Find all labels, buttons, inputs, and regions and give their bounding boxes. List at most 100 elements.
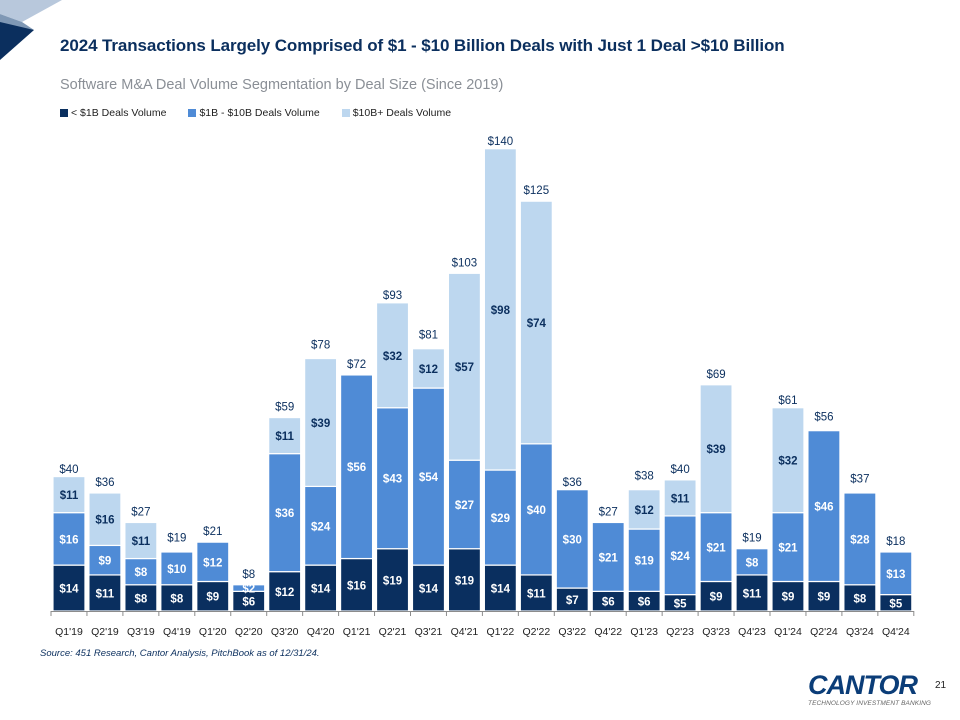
segment-value-label: $2	[242, 584, 255, 596]
bar-segment-1	[483, 469, 517, 566]
segment-value-label: $9	[782, 592, 795, 604]
bar-total-label: $27	[599, 506, 618, 518]
bar-segment-0	[268, 571, 302, 612]
segment-value-label: $24	[671, 551, 691, 563]
bar-total-label: $140	[488, 136, 514, 148]
segment-value-label: $27	[455, 500, 474, 512]
x-tick-label: Q3'23	[702, 626, 730, 638]
x-tick-label: Q2'20	[235, 626, 263, 638]
segment-value-label: $11	[96, 588, 115, 600]
bar-segment-1	[232, 584, 266, 592]
chart-legend: < $1B Deals Volume $1B - $10B Deals Volu…	[60, 107, 451, 119]
bar-segment-0	[124, 584, 158, 612]
x-tick-label: Q3'21	[415, 626, 443, 638]
segment-value-label: $14	[491, 584, 511, 596]
segment-value-label: $8	[853, 593, 866, 605]
segment-value-label: $6	[638, 597, 651, 609]
segment-value-label: $11	[275, 431, 294, 443]
segment-value-label: $28	[850, 534, 870, 546]
segment-value-label: $10	[167, 564, 186, 576]
segment-value-label: $16	[59, 534, 78, 546]
bar-segment-2	[771, 407, 805, 514]
bar-segment-2	[268, 416, 302, 455]
segment-value-label: $11	[60, 490, 79, 502]
x-tick-label: Q4'19	[163, 626, 191, 638]
segment-value-label: $36	[275, 508, 294, 520]
bar-segment-0	[483, 564, 517, 612]
bar-segment-2	[483, 148, 517, 471]
bar-total-label: $78	[311, 339, 330, 351]
segment-value-label: $40	[527, 505, 546, 517]
corner-decoration	[0, 0, 62, 60]
segment-value-label: $8	[746, 557, 759, 569]
segment-value-label: $21	[706, 543, 726, 555]
bar-total-label: $27	[131, 506, 150, 518]
bar-segment-1	[411, 387, 446, 566]
segment-value-label: $13	[886, 569, 905, 581]
bar-total-label: $40	[671, 464, 690, 476]
x-tick-label: Q4'21	[451, 626, 479, 638]
corner-light-shape	[0, 0, 62, 22]
cantor-logo: CANTOR TECHNOLOGY INVESTMENT BANKING	[808, 672, 931, 708]
bar-segment-1	[555, 489, 589, 589]
legend-swatch-mid-deals	[188, 109, 197, 117]
bar-segment-0	[304, 564, 338, 612]
segment-value-label: $6	[602, 597, 615, 609]
bar-segment-1	[160, 551, 194, 586]
segment-value-label: $56	[347, 462, 366, 474]
segment-value-label: $32	[778, 456, 797, 468]
bar-segment-0	[447, 548, 482, 612]
x-tick-label: Q1'24	[774, 626, 802, 638]
x-tick-label: Q2'22	[522, 626, 550, 638]
bar-segment-1	[124, 557, 158, 586]
segment-value-label: $19	[455, 575, 474, 587]
segment-value-label: $8	[170, 593, 183, 605]
x-tick-label: Q3'22	[558, 626, 586, 638]
legend-item-mid-deals: $1B - $10B Deals Volume	[188, 107, 320, 119]
bar-segment-0	[735, 574, 769, 612]
x-tick-label: Q4'24	[882, 626, 910, 638]
bar-segment-2	[663, 479, 697, 517]
bar-total-label: $72	[347, 359, 366, 371]
segment-value-label: $6	[242, 597, 255, 609]
segment-value-label: $8	[134, 593, 147, 605]
segment-value-label: $29	[491, 513, 510, 525]
legend-label: $10B+ Deals Volume	[352, 107, 452, 119]
bar-total-label: $59	[275, 402, 294, 414]
legend-label: < $1B Deals Volume	[71, 107, 167, 119]
x-tick-label: Q2'19	[91, 626, 119, 638]
bar-total-label: $36	[563, 477, 582, 489]
bar-total-label: $40	[59, 464, 78, 476]
x-tick-label: Q4'20	[307, 626, 335, 638]
segment-value-label: $74	[527, 318, 547, 330]
segment-value-label: $11	[671, 493, 690, 505]
bar-total-label: $38	[635, 470, 654, 482]
bar-total-label: $93	[383, 290, 402, 302]
bar-segment-1	[807, 430, 841, 583]
legend-swatch-small-deals	[60, 109, 68, 117]
bar-segment-1	[375, 407, 410, 550]
segment-value-label: $14	[59, 584, 79, 596]
segment-value-label: $5	[674, 598, 687, 610]
slide-title: 2024 Transactions Largely Comprised of $…	[60, 36, 785, 55]
bar-total-label: $37	[850, 474, 869, 486]
segment-value-label: $19	[383, 575, 402, 587]
bar-segment-0	[699, 580, 733, 612]
segment-value-label: $8	[134, 567, 147, 579]
bar-segment-2	[447, 272, 482, 461]
x-tick-label: Q3'19	[127, 626, 155, 638]
segment-value-label: $54	[419, 472, 439, 484]
bar-total-label: $19	[742, 533, 761, 545]
bar-segment-1	[879, 551, 913, 596]
segment-value-label: $9	[710, 592, 723, 604]
bar-segment-1	[735, 548, 769, 576]
segment-value-label: $30	[563, 534, 582, 546]
bar-segment-1	[699, 512, 733, 583]
x-tick-label: Q2'21	[379, 626, 407, 638]
legend-item-large-deals: $10B+ Deals Volume	[341, 107, 452, 119]
segment-value-label: $16	[347, 580, 366, 592]
bar-segment-2	[304, 357, 338, 488]
bar-total-label: $125	[524, 185, 550, 197]
segment-value-label: $43	[383, 474, 402, 486]
